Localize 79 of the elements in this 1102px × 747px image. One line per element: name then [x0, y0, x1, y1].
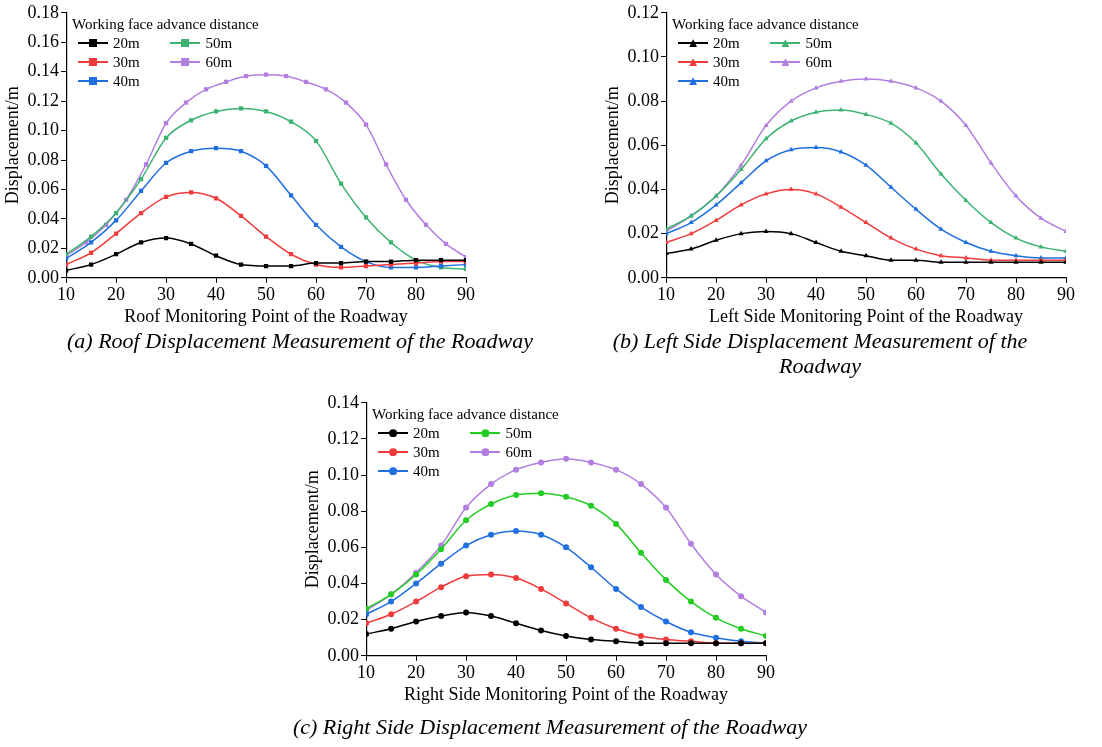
x-tick-label: 30	[757, 284, 776, 305]
y-tick-label: 0.00	[327, 644, 360, 665]
y-tick-label: 0.08	[27, 148, 60, 169]
legend-label: 20m	[113, 33, 140, 53]
y-axis-title: Displacement/m	[301, 470, 322, 589]
x-tick-label: 40	[807, 284, 826, 305]
x-tick-label: 40	[207, 284, 226, 305]
x-tick-label: 80	[707, 662, 726, 683]
legend-title: Working face advance distance	[372, 404, 559, 424]
y-axis-title: Displacement/m	[1, 86, 22, 205]
legend-label: 50m	[805, 33, 833, 53]
x-tick-label: 90	[757, 662, 775, 683]
y-tick-label: 0.04	[627, 178, 660, 199]
y-tick-label: 0.12	[27, 89, 60, 110]
x-tick-label: 60	[907, 284, 926, 305]
text: (b) Left Side Displacement Measurement of the Roadway	[611, 328, 1029, 378]
x-tick-label: 20	[107, 284, 126, 305]
x-tick-label: 70	[357, 284, 376, 305]
y-tick-label: 0.10	[327, 463, 360, 484]
y-tick-label: 0.12	[327, 427, 360, 448]
y-tick-label: 0.00	[27, 266, 60, 287]
x-tick-label: 10	[357, 662, 376, 683]
y-tick-label: 0.04	[27, 207, 60, 228]
y-tick-label: 0.08	[627, 89, 660, 110]
x-axis-title: Roof Monitoring Point of the Roadway	[124, 305, 408, 326]
x-tick-label: 50	[857, 284, 876, 305]
x-tick-label: 30	[457, 662, 476, 683]
legend-label: 60m	[205, 52, 233, 72]
x-tick-label: 10	[657, 284, 676, 305]
legend-label: 30m	[713, 52, 740, 72]
x-tick-label: 40	[507, 662, 526, 683]
y-tick-label: 0.06	[27, 178, 60, 199]
legend-label: 50m	[205, 33, 233, 53]
legend-label: 20m	[413, 423, 440, 443]
x-tick-label: 70	[657, 662, 676, 683]
x-axis-title: Left Side Monitoring Point of the Roadway	[709, 305, 1024, 326]
y-tick-label: 0.04	[327, 572, 360, 593]
y-tick-label: 0.02	[327, 608, 360, 629]
legend-label: 30m	[113, 52, 140, 72]
x-tick-label: 90	[457, 284, 475, 305]
legend-title: Working face advance distance	[672, 14, 859, 34]
x-tick-label: 20	[707, 284, 726, 305]
x-tick-label: 70	[957, 284, 976, 305]
y-tick-label: 0.00	[627, 266, 660, 287]
x-tick-label: 30	[157, 284, 176, 305]
x-tick-label: 50	[557, 662, 576, 683]
legend-label: 50m	[505, 423, 533, 443]
legend-label: 40m	[113, 71, 140, 91]
y-tick-label: 0.14	[327, 391, 360, 412]
legend-title: Working face advance distance	[72, 14, 259, 34]
y-tick-label: 0.14	[27, 60, 60, 81]
x-axis-title: Right Side Monitoring Point of the Roadway	[404, 683, 729, 704]
legend-label: 20m	[713, 33, 740, 53]
y-tick-label: 0.02	[27, 237, 60, 258]
legend-label: 40m	[713, 71, 740, 91]
y-tick-label: 0.18	[27, 1, 60, 22]
y-tick-label: 0.16	[27, 30, 60, 51]
y-tick-label: 0.08	[327, 499, 360, 520]
x-tick-label: 90	[1057, 284, 1075, 305]
text: (a) Roof Displacement Measurement of the Roadway	[66, 328, 534, 353]
legend-label: 60m	[805, 52, 833, 72]
x-tick-label: 50	[257, 284, 276, 305]
x-tick-label: 20	[407, 662, 426, 683]
y-tick-label: 0.06	[327, 536, 360, 557]
legend-label: 40m	[413, 461, 440, 481]
x-tick-label: 60	[307, 284, 326, 305]
x-tick-label: 80	[407, 284, 426, 305]
y-axis-title: Displacement/m	[601, 86, 622, 205]
y-tick-label: 0.06	[627, 134, 660, 155]
x-tick-label: 10	[57, 284, 76, 305]
y-tick-label: 0.10	[627, 45, 660, 66]
y-tick-label: 0.02	[627, 222, 660, 243]
x-tick-label: 60	[607, 662, 626, 683]
legend-label: 60m	[505, 442, 533, 462]
y-tick-label: 0.10	[27, 119, 60, 140]
text: (c) Right Side Displacement Measurement of the Roadway	[291, 714, 809, 739]
x-tick-label: 80	[1007, 284, 1026, 305]
y-tick-label: 0.12	[627, 1, 660, 22]
legend-label: 30m	[413, 442, 440, 462]
